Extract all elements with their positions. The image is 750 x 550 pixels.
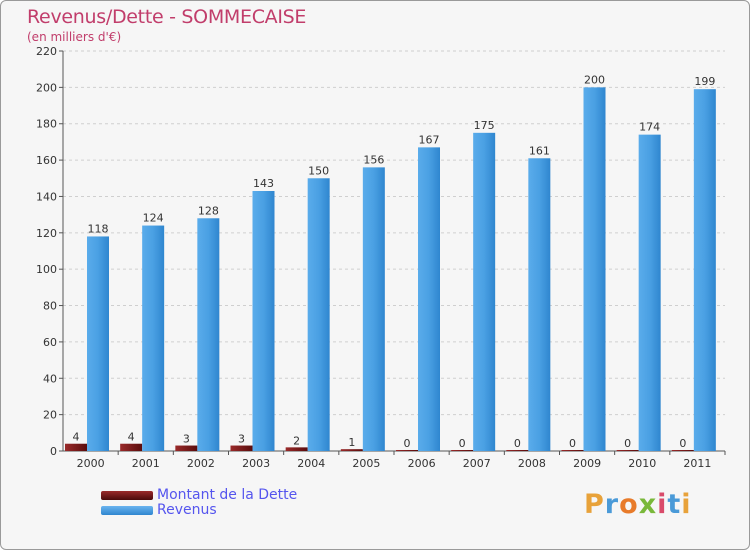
x-tick-label: 2010: [628, 457, 656, 470]
legend-item-revenus: Revenus: [101, 502, 217, 518]
data-label-dette: 0: [679, 437, 686, 450]
data-label-dette: 0: [514, 437, 521, 450]
x-tick-label: 2009: [573, 457, 601, 470]
legend-swatch-dette: [101, 490, 153, 500]
bar-dette: [451, 450, 474, 451]
y-tick-label: 140: [36, 190, 57, 203]
bar-revenus: [362, 167, 385, 451]
data-label-revenus: 128: [198, 204, 219, 217]
data-label-dette: 0: [624, 437, 631, 450]
x-tick-label: 2011: [683, 457, 711, 470]
y-tick-label: 80: [43, 300, 57, 313]
y-tick-label: 60: [43, 336, 57, 349]
chart-title: Revenus/Dette - SOMMECAISE: [27, 6, 307, 28]
data-label-revenus: 124: [143, 212, 164, 225]
bar-dette: [175, 445, 198, 451]
logo-letter: P: [584, 489, 605, 520]
data-label-dette: 3: [183, 433, 190, 446]
plot-area: [63, 51, 725, 451]
legend-label-dette: Montant de la Dette: [157, 487, 298, 503]
proxiti-logo: Proxiti: [584, 489, 692, 520]
x-tick-label: 2003: [242, 457, 270, 470]
data-label-revenus: 161: [529, 144, 550, 157]
legend-swatch-revenus: [101, 505, 153, 515]
data-label-dette: 2: [293, 434, 300, 447]
logo-letter: o: [619, 489, 639, 520]
bar-dette: [120, 443, 143, 451]
bar-revenus: [307, 178, 330, 452]
data-label-dette: 0: [404, 437, 411, 450]
y-tick-label: 40: [43, 372, 57, 385]
bar-revenus: [693, 89, 716, 451]
data-label-dette: 0: [459, 437, 466, 450]
bar-revenus: [252, 191, 275, 451]
bar-dette: [285, 447, 308, 451]
bar-revenus: [583, 87, 606, 451]
bar-dette: [396, 450, 418, 451]
bar-dette: [506, 450, 529, 451]
bar-revenus: [142, 225, 165, 451]
data-label-revenus: 199: [694, 75, 715, 88]
data-label-revenus: 175: [474, 119, 495, 132]
data-label-revenus: 143: [253, 177, 274, 190]
x-tick-label: 2001: [132, 457, 160, 470]
bar-dette: [616, 450, 639, 451]
chart-subtitle: (en milliers d'€): [27, 30, 122, 44]
logo-letter: t: [667, 489, 682, 520]
y-tick-label: 220: [36, 45, 57, 58]
x-tick-label: 2002: [187, 457, 215, 470]
data-label-revenus: 150: [308, 164, 329, 177]
data-label-dette: 1: [348, 436, 355, 449]
bar-dette: [561, 450, 584, 451]
bar-revenus: [197, 218, 220, 451]
data-label-revenus: 200: [584, 73, 605, 86]
data-label-revenus: 174: [639, 121, 660, 134]
bar-dette: [65, 443, 87, 451]
y-tick-label: 180: [36, 118, 57, 131]
logo-letter: i: [681, 489, 692, 520]
y-tick-label: 160: [36, 154, 57, 167]
bar-revenus: [528, 158, 551, 452]
legend-label-revenus: Revenus: [157, 502, 217, 518]
x-tick-label: 2008: [518, 457, 546, 470]
bar-revenus: [418, 147, 440, 451]
y-tick-label: 200: [36, 81, 57, 94]
y-tick-label: 0: [50, 445, 57, 458]
bar-dette: [230, 445, 253, 451]
bar-dette: [340, 449, 363, 451]
x-tick-label: 2007: [463, 457, 491, 470]
data-label-revenus: 156: [363, 153, 384, 166]
x-tick-label: 2006: [408, 457, 436, 470]
bar-dette: [671, 450, 694, 451]
y-tick-label: 120: [36, 227, 57, 240]
bar-revenus: [87, 236, 109, 451]
x-tick-label: 2004: [297, 457, 325, 470]
data-label-revenus: 118: [88, 222, 109, 235]
x-tick-label: 2000: [77, 457, 105, 470]
bar-revenus: [638, 134, 661, 452]
bar-revenus: [473, 132, 496, 451]
data-label-dette: 3: [238, 433, 245, 446]
data-label-dette: 0: [569, 437, 576, 450]
data-label-revenus: 167: [419, 133, 440, 146]
data-label-dette: 4: [73, 431, 80, 444]
logo-letter: i: [657, 489, 668, 520]
y-tick-label: 20: [43, 409, 57, 422]
x-tick-label: 2005: [352, 457, 380, 470]
legend-item-dette: Montant de la Dette: [101, 487, 297, 503]
logo-letter: r: [604, 489, 620, 520]
y-tick-label: 100: [36, 263, 57, 276]
data-label-dette: 4: [128, 431, 135, 444]
logo-letter: x: [638, 489, 658, 520]
